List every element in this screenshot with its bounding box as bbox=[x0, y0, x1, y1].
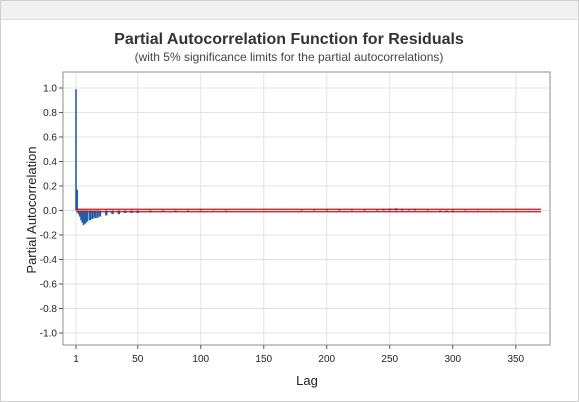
y-tick-label: 0.4 bbox=[43, 157, 57, 168]
x-axis-ticks: 1 50 100 150 200 250 300 350 bbox=[73, 345, 525, 365]
x-axis-label: Lag bbox=[296, 373, 318, 388]
chart-title: Partial Autocorrelation Function for Res… bbox=[114, 31, 464, 48]
plot-area bbox=[62, 71, 551, 346]
y-tick-label: 0.8 bbox=[43, 108, 57, 119]
x-tick-label: 100 bbox=[192, 354, 209, 365]
y-tick-label: 0.6 bbox=[43, 133, 57, 144]
y-tick-label: -0.8 bbox=[40, 304, 58, 315]
x-tick-label: 150 bbox=[255, 354, 272, 365]
x-tick-label: 1 bbox=[73, 354, 79, 365]
x-tick-label: 200 bbox=[318, 354, 335, 365]
x-tick-label: 250 bbox=[381, 354, 398, 365]
x-tick-label: 300 bbox=[444, 354, 461, 365]
y-axis-label: Partial Autocorrelation bbox=[24, 146, 39, 273]
x-tick-label: 50 bbox=[132, 354, 144, 365]
window-top-bar bbox=[1, 1, 578, 20]
y-tick-label: 0.0 bbox=[43, 206, 57, 217]
y-axis-ticks: 1.0 0.8 0.6 0.4 0.2 0.0 -0.2 -0.4 -0.6 -0.8 -1.0 bbox=[40, 84, 63, 340]
y-tick-label: -0.6 bbox=[40, 280, 58, 291]
y-tick-label: 0.2 bbox=[43, 182, 57, 193]
y-tick-label: -0.4 bbox=[40, 255, 58, 266]
y-tick-label: -1.0 bbox=[40, 329, 58, 340]
significance-limits bbox=[76, 208, 541, 213]
y-tick-label: 1.0 bbox=[43, 84, 57, 95]
y-tick-label: -0.2 bbox=[40, 231, 58, 242]
x-tick-label: 350 bbox=[507, 354, 524, 365]
chart-subtitle: (with 5% significance limits for the par… bbox=[135, 50, 444, 64]
